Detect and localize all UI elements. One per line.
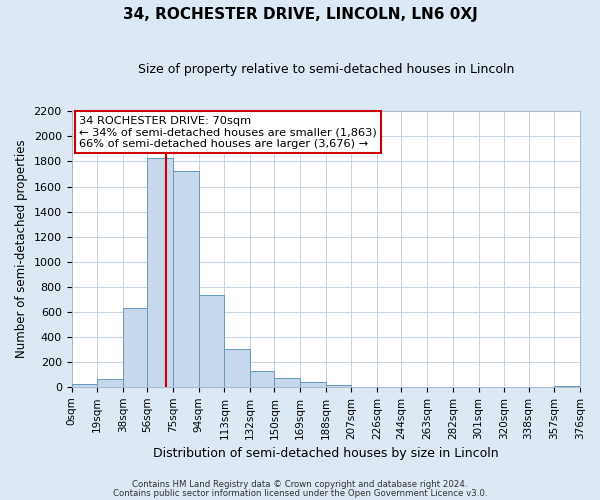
Bar — [97, 378, 123, 387]
Bar — [224, 350, 250, 387]
Bar — [326, 385, 352, 387]
Title: Size of property relative to semi-detached houses in Lincoln: Size of property relative to semi-detach… — [137, 62, 514, 76]
Bar — [274, 378, 300, 387]
Bar — [147, 158, 173, 387]
Bar — [300, 382, 326, 387]
Bar — [250, 370, 274, 387]
Bar — [554, 386, 580, 387]
Text: Contains public sector information licensed under the Open Government Licence v3: Contains public sector information licen… — [113, 489, 487, 498]
Bar — [123, 308, 147, 387]
Text: 34, ROCHESTER DRIVE, LINCOLN, LN6 0XJ: 34, ROCHESTER DRIVE, LINCOLN, LN6 0XJ — [122, 8, 478, 22]
Bar — [173, 172, 199, 387]
Bar — [199, 296, 224, 387]
Bar — [71, 384, 97, 387]
Text: Contains HM Land Registry data © Crown copyright and database right 2024.: Contains HM Land Registry data © Crown c… — [132, 480, 468, 489]
Y-axis label: Number of semi-detached properties: Number of semi-detached properties — [15, 140, 28, 358]
Text: 34 ROCHESTER DRIVE: 70sqm
← 34% of semi-detached houses are smaller (1,863)
66% : 34 ROCHESTER DRIVE: 70sqm ← 34% of semi-… — [79, 116, 377, 148]
X-axis label: Distribution of semi-detached houses by size in Lincoln: Distribution of semi-detached houses by … — [153, 447, 499, 460]
